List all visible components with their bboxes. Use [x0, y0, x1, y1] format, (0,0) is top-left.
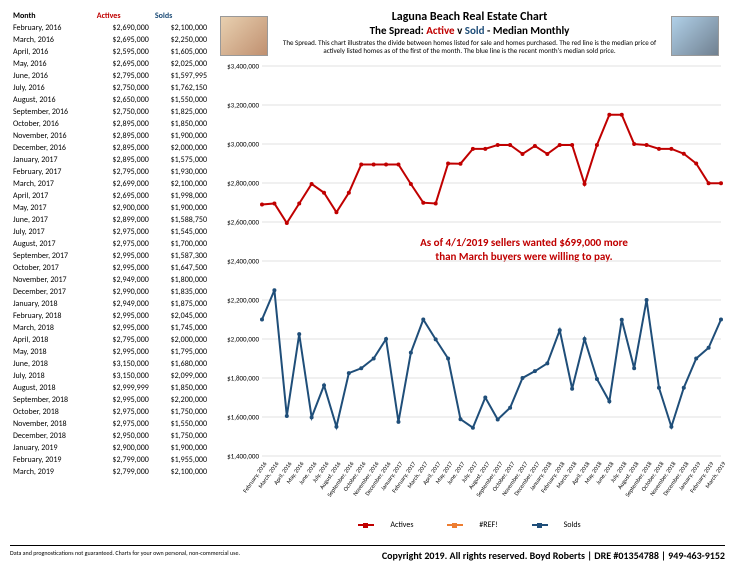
legend-solds-label: Solds — [564, 520, 581, 530]
table-row: February, 2016$2,690,000$2,100,000 — [10, 22, 210, 34]
table-row: May, 2016$2,695,000$2,025,000 — [10, 58, 210, 70]
chart-description: The Spread. This chart illustrates the d… — [214, 37, 725, 58]
photo-right — [671, 16, 719, 56]
table-row: December, 2018$2,950,000$1,750,000 — [10, 430, 210, 442]
col-solds: Solds — [152, 10, 210, 22]
copyright-text: Copyright 2019. All rights reserved. Boy… — [382, 549, 725, 562]
col-month: Month — [10, 10, 94, 22]
data-table-wrap: Month Actives Solds February, 2016$2,690… — [10, 10, 210, 528]
legend-ref: #REF! — [439, 520, 506, 530]
title2-active: Active — [426, 24, 454, 37]
table-row: April, 2018$2,795,000$2,000,000 — [10, 334, 210, 346]
table-row: April, 2017$2,695,000$1,998,000 — [10, 190, 210, 202]
content-row: Month Actives Solds February, 2016$2,690… — [10, 10, 725, 528]
legend-solds: Solds — [524, 520, 589, 530]
title2-suffix: - Median Monthly — [485, 24, 570, 37]
table-row: January, 2018$2,949,000$1,875,000 — [10, 298, 210, 310]
table-row: December, 2017$2,990,000$1,835,000 — [10, 286, 210, 298]
table-row: November, 2018$2,975,000$1,550,000 — [10, 418, 210, 430]
data-table: Month Actives Solds February, 2016$2,690… — [10, 10, 210, 478]
table-row: January, 2017$2,895,000$1,575,000 — [10, 154, 210, 166]
table-row: April, 2016$2,595,000$1,605,000 — [10, 46, 210, 58]
disclaimer-text: Data and prognostications not guaranteed… — [10, 549, 240, 562]
table-row: January, 2019$2,900,000$1,900,000 — [10, 442, 210, 454]
table-row: March, 2019$2,799,000$2,100,000 — [10, 466, 210, 478]
photo-left — [220, 16, 268, 56]
title2-prefix: The Spread: — [370, 24, 427, 37]
table-row: December, 2016$2,895,000$2,000,000 — [10, 142, 210, 154]
chart-header: Laguna Beach Real Estate Chart The Sprea… — [214, 10, 725, 58]
table-row: February, 2019$2,799,000$1,955,000 — [10, 454, 210, 466]
chart-legend: Actives #REF! Solds — [214, 520, 725, 530]
table-row: October, 2018$2,975,000$1,750,000 — [10, 406, 210, 418]
title2-sold: Sold — [465, 24, 485, 37]
legend-actives-label: Actives — [390, 520, 413, 530]
chart-svg — [262, 66, 721, 456]
chart-area: Laguna Beach Real Estate Chart The Sprea… — [214, 10, 725, 528]
table-row: February, 2018$2,995,000$2,045,000 — [10, 310, 210, 322]
table-row: October, 2017$2,995,000$1,647,500 — [10, 262, 210, 274]
plot-region: As of 4/1/2019 sellers wanted $699,000 m… — [214, 66, 725, 528]
page-footer: Data and prognostications not guaranteed… — [10, 545, 725, 562]
table-row: June, 2016$2,795,000$1,597,995 — [10, 70, 210, 82]
table-row: July, 2017$2,975,000$1,545,000 — [10, 226, 210, 238]
table-row: June, 2018$3,150,000$1,680,000 — [10, 358, 210, 370]
table-row: May, 2018$2,995,000$1,795,000 — [10, 346, 210, 358]
table-row: September, 2016$2,750,000$1,825,000 — [10, 106, 210, 118]
legend-ref-label: #REF! — [479, 520, 498, 530]
page: Month Actives Solds February, 2016$2,690… — [0, 0, 735, 568]
table-row: August, 2018$2,999,999$1,850,000 — [10, 382, 210, 394]
table-row: February, 2017$2,795,000$1,930,000 — [10, 166, 210, 178]
table-row: May, 2017$2,900,000$1,900,000 — [10, 202, 210, 214]
table-row: November, 2016$2,895,000$1,900,000 — [10, 130, 210, 142]
table-row: October, 2016$2,895,000$1,850,000 — [10, 118, 210, 130]
table-row: September, 2017$2,995,000$1,587,300 — [10, 250, 210, 262]
table-row: August, 2016$2,650,000$1,550,000 — [10, 94, 210, 106]
table-row: June, 2017$2,899,000$1,588,750 — [10, 214, 210, 226]
table-row: March, 2017$2,699,000$2,100,000 — [10, 178, 210, 190]
table-row: September, 2018$2,995,000$2,200,000 — [10, 394, 210, 406]
table-row: March, 2016$2,695,000$2,250,000 — [10, 34, 210, 46]
legend-actives: Actives — [350, 520, 421, 530]
table-row: July, 2016$2,750,000$1,762,150 — [10, 82, 210, 94]
table-row: August, 2017$2,975,000$1,700,000 — [10, 238, 210, 250]
title2-v: v — [455, 24, 465, 37]
table-row: July, 2018$3,150,000$2,099,000 — [10, 370, 210, 382]
chart-title-1: Laguna Beach Real Estate Chart — [214, 10, 725, 24]
chart-title-2: The Spread: Active v Sold - Median Month… — [214, 24, 725, 37]
table-row: November, 2017$2,949,000$1,800,000 — [10, 274, 210, 286]
col-actives: Actives — [94, 10, 152, 22]
table-row: March, 2018$2,995,000$1,745,000 — [10, 322, 210, 334]
